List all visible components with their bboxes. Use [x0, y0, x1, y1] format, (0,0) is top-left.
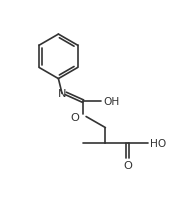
Text: OH: OH: [103, 97, 119, 107]
Text: HO: HO: [150, 138, 166, 148]
Text: O: O: [123, 160, 132, 170]
Text: O: O: [71, 112, 80, 122]
Text: N: N: [58, 89, 66, 99]
